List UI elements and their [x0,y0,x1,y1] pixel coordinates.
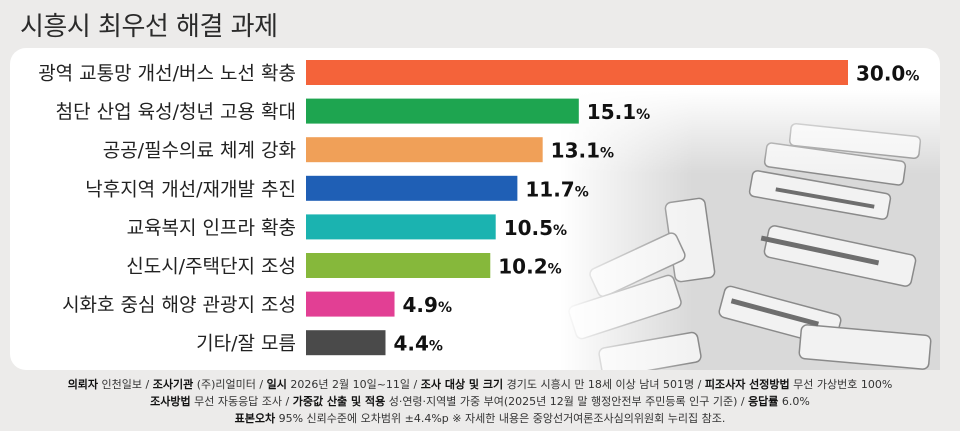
category-label: 낙후지역 개선/재개발 추진 [85,178,296,200]
category-label: 공공/필수의료 체계 강화 [103,140,296,162]
footer-value: 95% 신뢰수준에 오차범위 ±4.4%p [275,412,449,425]
bar [306,291,395,317]
footer-label: 조사기관 [152,378,194,391]
footer-value: 인천일보 [98,378,143,391]
value-label: 4.9% [403,293,452,317]
value-label: 4.4% [393,332,442,356]
footer-label: 조사 대상 및 크기 [420,378,504,391]
category-label: 첨단 산업 육성/청년 고용 확대 [56,101,296,123]
bar [306,253,491,278]
survey-footer: 의뢰자 인천일보 / 조사기관 (주)리얼미터 / 일시 2026년 2월 10… [0,376,960,427]
value-label: 10.2% [498,255,561,279]
footer-value: 경기도 시흥시 만 18세 이상 남녀 501명 [503,378,695,391]
value-label: 30.0% [856,62,919,86]
bar [306,137,543,163]
category-label: 시화호 중심 해양 관광지 조성 [62,294,296,316]
footer-value: 2026년 2월 10일~11일 [286,378,411,391]
value-label: 10.5% [504,216,567,240]
footer-label: 표본오차 [234,412,276,425]
category-label: 기타/잘 모름 [196,333,296,355]
category-label: 신도시/주택단지 조성 [126,256,296,278]
footer-value: 무선 자동응답 조사 [190,395,283,408]
footer-value: 성·연령·지역별 가중 부여(2025년 12월 말 행정안전부 주민등록 인구… [385,395,738,408]
footer-label: 응답률 [748,395,779,408]
footer-value: 무선 가상번호 100% [789,378,893,391]
value-label: 15.1% [587,100,650,124]
footer-value: 6.0% [778,395,810,408]
footer-label: 일시 [266,378,287,391]
category-label: 광역 교통망 개선/버스 노선 확충 [38,63,296,85]
bar [306,175,518,201]
footer-label: 조사방법 [150,395,191,408]
footer-note: ※ 자세한 내용은 중앙선거여론조사심의위원회 누리집 참조. [448,412,726,425]
value-label: 13.1% [551,139,614,163]
category-label: 교육복지 인프라 확충 [127,217,296,239]
footer-line-2: 조사방법 무선 자동응답 조사 / 가중값 산출 및 적용 성·연령·지역별 가… [150,395,810,408]
footer-label: 피조사자 선정방법 [704,378,790,391]
bar [306,60,848,85]
footer-line-1: 의뢰자 인천일보 / 조사기관 (주)리얼미터 / 일시 2026년 2월 10… [67,378,893,391]
bar [306,330,386,356]
bar [306,214,496,240]
chart-title: 시흥시 최우선 해결 과제 [20,12,278,42]
bar [306,98,579,124]
value-label: 11.7% [525,177,588,201]
footer-line-3: 표본오차 95% 신뢰수준에 오차범위 ±4.4%p ※ 자세한 내용은 중앙선… [0,410,960,427]
footer-label: 의뢰자 [67,378,99,391]
footer-label: 가중값 산출 및 적용 [292,395,386,408]
footer-value: (주)리얼미터 [193,378,256,391]
